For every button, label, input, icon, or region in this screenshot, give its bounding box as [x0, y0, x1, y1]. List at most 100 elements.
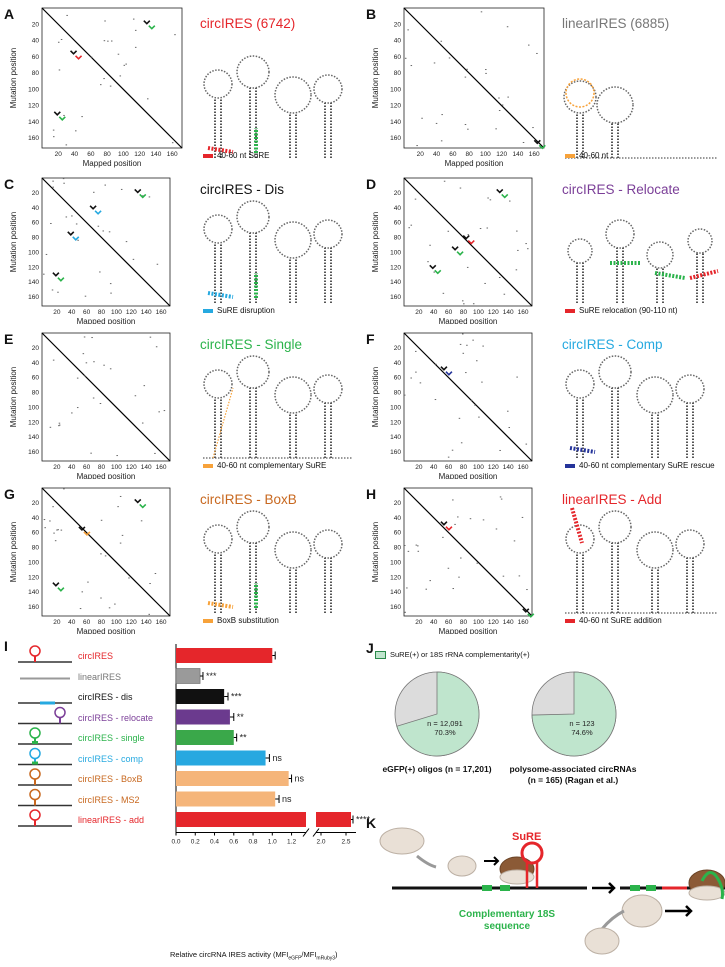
matrix-pair-mark	[440, 366, 448, 371]
matrix-point	[76, 407, 79, 409]
x-tick-label: 2.5	[341, 839, 350, 846]
matrix-point	[108, 607, 111, 609]
y-tick-label: 20	[394, 500, 402, 507]
y-tick-label: 80	[32, 545, 40, 552]
x-tick-label: 20	[415, 309, 423, 316]
hairpin-loop	[274, 531, 312, 569]
significance-label: ns	[272, 753, 282, 763]
matrix-pair-mark	[501, 193, 509, 199]
matrix-point	[60, 529, 63, 531]
arrow-icon	[665, 905, 693, 917]
ribosome-small-subunit-icon	[379, 827, 425, 855]
hairpin-loop	[236, 55, 270, 89]
matrix-point	[147, 98, 149, 100]
highlight-segment	[207, 291, 234, 299]
y-tick-label: 60	[394, 54, 402, 61]
matrix-point	[71, 215, 73, 217]
matrix-point	[51, 289, 54, 291]
matrix-point	[464, 76, 467, 78]
hairpin-loop	[236, 355, 270, 389]
panel-title: circIRES - Relocate	[562, 182, 680, 197]
matrix-point	[495, 528, 498, 530]
highlight-segment	[689, 269, 719, 280]
hairpin-loop	[236, 510, 270, 544]
legend-text: 40-60 nt complementary SuRE	[217, 461, 327, 470]
rna-structure	[565, 355, 705, 458]
complementary-site	[482, 885, 492, 891]
diagonal-line	[41, 7, 183, 149]
matrix-point	[472, 339, 474, 341]
matrix-point	[117, 506, 119, 508]
matrix-point	[425, 588, 428, 590]
matrix-point	[404, 611, 406, 613]
bar-category-label: circIRES - relocate	[78, 712, 154, 723]
matrix-point	[109, 85, 112, 87]
x-tick-label: 60	[83, 619, 91, 626]
matrix-point	[427, 261, 429, 263]
panel-title: circIRES (6742)	[200, 16, 296, 31]
matrix-point	[515, 269, 518, 271]
complementary-site	[500, 885, 510, 891]
x-tick-label: 80	[98, 619, 106, 626]
panel-i: I circIRES linearIRES circIRES - dis circIR…	[0, 636, 370, 967]
contact-matrix: 20 20 40 40 60 60 80 80 100 100 120 120 140 140 160 160…	[371, 332, 533, 479]
matrix-point	[44, 527, 46, 529]
matrix-point	[509, 200, 511, 202]
comp-label-line1: Complementary 18S	[458, 909, 556, 920]
panel-h: H linearIRES - Add 20 20 40 40 60 60 80 80 100 10…	[362, 480, 725, 635]
panel-title: linearIRES - Add	[562, 492, 662, 507]
rna-structure	[203, 510, 343, 613]
matrix-point	[419, 382, 422, 384]
rna-structure	[563, 78, 718, 159]
matrix-point	[518, 575, 521, 577]
y-tick-label: 100	[28, 86, 39, 93]
matrix-point	[58, 422, 61, 424]
y-tick-label: 140	[390, 279, 401, 286]
pie-slice	[396, 671, 480, 757]
matrix-point	[501, 104, 504, 106]
matrix-pair-mark	[429, 264, 437, 270]
rna-structure	[567, 219, 719, 303]
x-tick-label: 160	[518, 309, 529, 316]
x-tick-label: 160	[518, 464, 529, 471]
matrix-pair-mark	[148, 25, 156, 30]
matrix-point	[406, 587, 408, 589]
rna-structure	[203, 200, 343, 303]
ribosome-small-subunit-icon	[499, 869, 535, 885]
matrix-pair-mark	[434, 269, 442, 275]
matrix-point	[85, 362, 88, 364]
y-tick-label: 20	[32, 190, 40, 197]
x-axis-label: Relative circRNA IRES activity (MFIeGFP/…	[170, 950, 338, 962]
x-tick-label: 20	[55, 151, 63, 158]
matrix-pair-mark	[456, 251, 464, 256]
x-axis-label: Mapped position	[77, 317, 136, 324]
matrix-point	[467, 234, 470, 236]
x-tick-label: 60	[83, 464, 91, 471]
bar-category-label: linearIRES	[78, 671, 122, 682]
matrix-point	[81, 591, 84, 593]
matrix-point	[99, 403, 102, 405]
contact-matrix: 20 20 40 40 60 60 80 80 100 100 120 120 140 140 160 160…	[9, 177, 171, 324]
x-tick-label: 120	[134, 151, 145, 158]
panel-letter: J	[366, 640, 374, 656]
matrix-point	[482, 519, 485, 521]
bar	[175, 668, 201, 684]
matrix-point	[50, 222, 52, 224]
hairpin-loop	[675, 374, 705, 404]
highlight-segment	[212, 387, 234, 459]
matrix-point	[71, 412, 73, 414]
matrix-point	[466, 344, 468, 346]
matrix-point	[528, 44, 530, 46]
y-tick-label: 20	[32, 345, 40, 352]
matrix-point	[57, 529, 59, 531]
panel-j: J SuRE(+) or 18S rRNA complementarity(+)…	[362, 636, 725, 811]
matrix-pair-mark	[69, 50, 78, 55]
panel-legend: 40-60 nt	[565, 151, 608, 160]
matrix-point	[447, 230, 450, 232]
legend-text: SuRE disruption	[217, 306, 275, 315]
matrix-point	[415, 544, 418, 546]
matrix-point	[484, 282, 486, 284]
matrix-pair-mark	[57, 277, 65, 282]
matrix-point	[100, 84, 102, 86]
structure-group	[203, 510, 343, 613]
